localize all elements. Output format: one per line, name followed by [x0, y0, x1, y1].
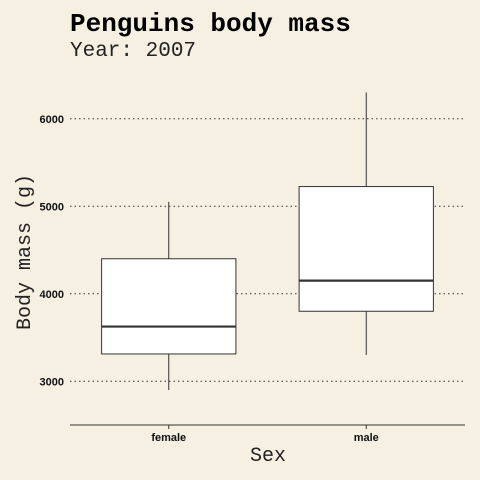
- y-tick-label-3000: 3000: [40, 376, 64, 388]
- x-axis-title: Sex: [250, 445, 286, 468]
- chart-title: Penguins body mass: [70, 9, 351, 39]
- iqr-box-male: [298, 186, 434, 312]
- boxes: [101, 92, 434, 390]
- y-tick-label-4000: 4000: [40, 289, 64, 301]
- x-axis-ticks: female male: [151, 425, 379, 444]
- y-axis-title: Body mass (g): [14, 174, 37, 330]
- x-tick-label-male: male: [354, 432, 379, 444]
- chart-subtitle: Year: 2007: [70, 40, 196, 63]
- y-tick-label-5000: 5000: [40, 201, 64, 213]
- box-female: [101, 201, 237, 390]
- box-male: [298, 92, 434, 355]
- y-axis-ticks: 3000 4000 5000 6000: [40, 114, 64, 389]
- y-tick-label-6000: 6000: [40, 114, 64, 126]
- iqr-box-female: [101, 258, 237, 355]
- x-tick-label-female: female: [151, 432, 186, 444]
